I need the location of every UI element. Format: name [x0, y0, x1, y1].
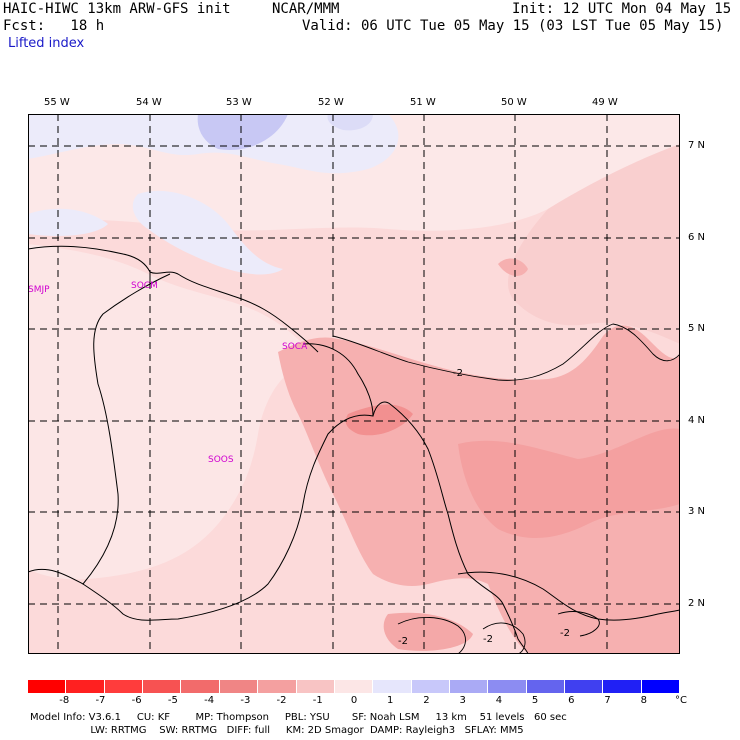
colorbar-swatch-3: [143, 680, 182, 693]
colorbar-swatch-11: [449, 680, 489, 693]
field-name: Lifted index: [8, 36, 85, 51]
colorbar-swatch-13: [526, 680, 566, 693]
border-brazil-guiana: [82, 401, 529, 654]
positive-li-region-5: [28, 208, 108, 236]
lat-label-2n: 2 N: [688, 598, 706, 609]
station-socm: SOCM: [131, 281, 158, 291]
lon-label-55w: 55 W: [44, 97, 70, 108]
colorbar-unit: °C: [675, 695, 687, 706]
org-label: NCAR/MMM: [272, 1, 340, 17]
colorbar-swatch-2: [104, 680, 144, 693]
moderate-li-region-ne: [508, 144, 680, 344]
colorbar-swatch-9: [373, 680, 412, 693]
border-suriname-guiana: [28, 273, 171, 585]
colorbar: [28, 680, 681, 693]
lat-label-6n: 6 N: [688, 232, 706, 243]
map-border: [28, 114, 680, 654]
colorbar-swatch-4: [181, 680, 220, 693]
contour-label-3: -2: [483, 634, 493, 645]
contour-minus-2-south2: [482, 622, 526, 654]
contour-minus-2-south3: [557, 611, 600, 637]
lon-label-51w: 51 W: [410, 97, 436, 108]
lat-label-5n: 5 N: [688, 323, 706, 334]
positive-li-region-4: [132, 190, 283, 275]
positive-li-region-3: [327, 114, 373, 131]
model-title: HAIC-HIWC 13km ARW-GFS init: [3, 1, 231, 17]
colorbar-tick-label: -3: [240, 695, 251, 706]
contour-label-4: -2: [560, 628, 570, 639]
border-amapa: [457, 571, 680, 621]
colorbar-tick-label: -6: [131, 695, 142, 706]
coastline-north: [28, 245, 319, 353]
colorbar-swatch-14: [565, 680, 604, 693]
li-contours: [332, 323, 680, 654]
station-soca: SOCA: [282, 342, 308, 352]
positive-li-region-2: [197, 114, 288, 150]
station-smjp: SMJP: [28, 285, 50, 295]
colorbar-tick-label: 0: [350, 695, 358, 706]
contour-label-2: -2: [398, 636, 408, 647]
colorbar-swatch-16: [641, 680, 681, 693]
lat-label-4n: 4 N: [688, 415, 706, 426]
lat-lon-grid: [28, 114, 680, 654]
colorbar-tick-label: 3: [459, 695, 466, 706]
colorbar-swatch-7: [296, 680, 335, 693]
lon-label-50w: 50 W: [501, 97, 527, 108]
colorbar-tick-label: 8: [640, 695, 647, 706]
station-soos: SOOS: [208, 455, 234, 465]
colorbar-swatch-12: [488, 680, 527, 693]
colorbar-swatch-5: [219, 680, 259, 693]
colorbar-tick-label: -7: [95, 695, 106, 706]
colorbar-swatch-6: [258, 680, 297, 693]
negative-li-patch-2: [458, 428, 680, 539]
lat-label-3n: 3 N: [688, 506, 706, 517]
colorbar-tick-label: 4: [495, 695, 503, 706]
pale-blotch: [222, 409, 240, 426]
model-info-line-2: LW: RRTMG SW: RRTMG DIFF: full KM: 2D Sm…: [30, 725, 524, 736]
coastline-oyapock: [302, 343, 374, 417]
coastlines-borders: [28, 245, 680, 654]
lon-label-49w: 49 W: [592, 97, 618, 108]
colorbar-swatch-8: [334, 680, 374, 693]
colorbar-tick-label: -1: [312, 695, 323, 706]
colorbar-swatch-1: [66, 680, 105, 693]
lon-label-52w: 52 W: [318, 97, 344, 108]
lon-label-53w: 53 W: [226, 97, 252, 108]
init-time: Init: 12 UTC Mon 04 May 15: [512, 1, 732, 17]
colorbar-swatch-10: [411, 680, 450, 693]
contour-minus-2-north: [332, 323, 680, 381]
contour-minus-2-south1: [397, 616, 466, 654]
lat-label-7n: 7 N: [688, 140, 706, 151]
lifted-index-map: -2 -2 -2 -2 SMJP SOCM SOCA SOOS: [28, 114, 680, 654]
colorbar-tick-label: 2: [423, 695, 430, 706]
model-info-line-1: Model Info: V3.6.1 CU: KF MP: Thompson P…: [30, 712, 567, 723]
lon-label-54w: 54 W: [136, 97, 162, 108]
colorbar-tick-label: -5: [167, 695, 178, 706]
forecast-hour: Fcst: 18 h: [3, 18, 105, 34]
colorbar-swatch-0: [28, 680, 67, 693]
colorbar-tick-label: -4: [204, 695, 215, 706]
land-region-west: [28, 244, 303, 580]
colorbar-tick-label: 1: [387, 695, 394, 706]
valid-time: Valid: 06 UTC Tue 05 May 15 (03 LST Tue …: [302, 18, 724, 34]
colorbar-tick-label: -2: [276, 695, 287, 706]
colorbar-tick-label: 6: [568, 695, 575, 706]
contour-label-1: -2: [453, 368, 463, 379]
negative-li-patch-1: [345, 404, 413, 436]
colorbar-tick-label: -8: [59, 695, 70, 706]
colorbar-tick-label: 5: [531, 695, 539, 706]
colorbar-swatch-15: [603, 680, 642, 693]
negative-li-patch-4: [498, 258, 528, 276]
colorbar-tick-label: 7: [604, 695, 611, 706]
